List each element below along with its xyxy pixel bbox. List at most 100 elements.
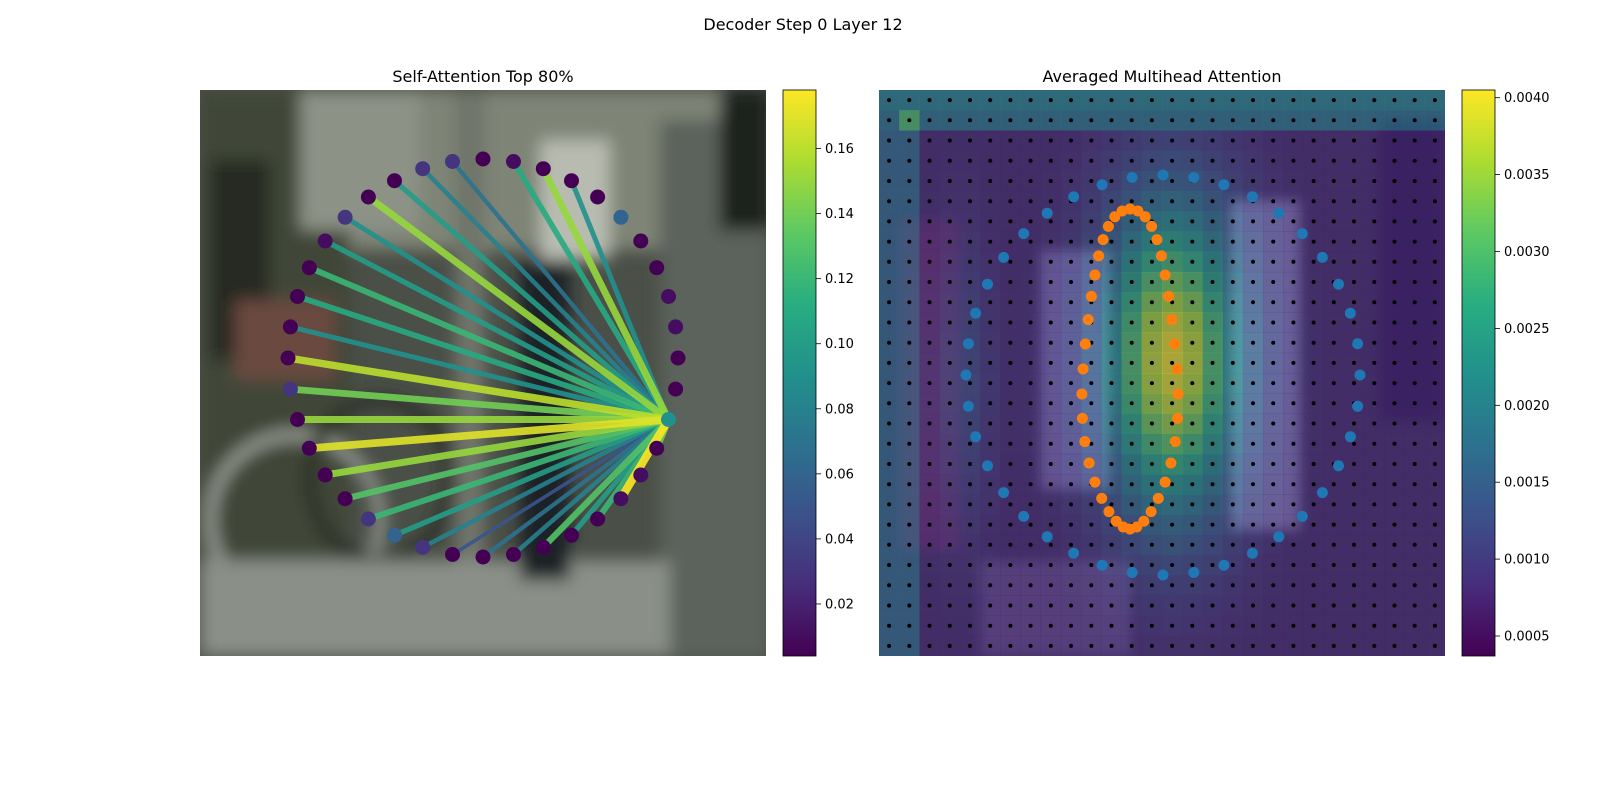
grid-dot <box>1412 300 1417 305</box>
grid-dot <box>1190 563 1195 567</box>
grid-dot <box>1271 340 1276 345</box>
grid-dot <box>1109 259 1114 264</box>
contour-point <box>387 527 402 543</box>
grid-dot <box>1230 401 1235 406</box>
grid-dot <box>1008 401 1013 406</box>
grid-dot <box>1109 623 1114 628</box>
grid-dot <box>988 643 993 648</box>
grid-dot <box>968 138 972 143</box>
grid-dot <box>1412 340 1417 345</box>
grid-dot <box>1129 138 1134 143</box>
grid-dot <box>1048 179 1053 183</box>
inner-point <box>1172 388 1184 400</box>
grid-dot <box>1331 643 1336 648</box>
grid-dot <box>1069 421 1073 426</box>
grid-dot <box>927 522 932 527</box>
grid-dot <box>1352 623 1356 628</box>
grid-dot <box>1210 320 1215 325</box>
grid-dot <box>1392 118 1397 123</box>
grid-dot <box>1028 623 1033 628</box>
grid-dot <box>1028 502 1033 507</box>
grid-dot <box>1291 563 1296 567</box>
grid-dot <box>1392 381 1397 386</box>
grid-dot <box>1028 138 1033 143</box>
contour-point <box>360 511 376 527</box>
grid-dot <box>1412 502 1417 507</box>
outer-point <box>970 307 982 319</box>
grid-dot <box>1432 563 1437 567</box>
grid-dot <box>1251 583 1255 588</box>
grid-dot <box>1271 421 1276 426</box>
grid-dot <box>1210 340 1215 345</box>
grid-dot <box>907 462 912 466</box>
attention-edge <box>342 214 671 422</box>
grid-dot <box>1230 118 1235 123</box>
grid-dot <box>1311 441 1316 446</box>
grid-dot <box>1129 199 1134 204</box>
grid-dot <box>1129 482 1134 487</box>
inner-point <box>1169 338 1181 350</box>
grid-dot <box>1109 583 1114 588</box>
inner-point <box>1165 457 1177 469</box>
grid-dot <box>1230 623 1235 628</box>
grid-dot <box>1412 320 1417 325</box>
grid-dot <box>1048 280 1053 284</box>
grid-dot <box>968 482 972 487</box>
grid-dot <box>947 280 952 284</box>
grid-dot <box>1008 502 1013 507</box>
grid-dot <box>1251 259 1255 264</box>
grid-dot <box>1251 643 1255 648</box>
grid-dot <box>947 441 952 446</box>
grid-dot <box>927 300 932 305</box>
colorbar-tick-label: 0.0005 <box>1504 630 1550 645</box>
grid-dot <box>1170 158 1175 163</box>
grid-dot <box>1412 179 1417 183</box>
grid-dot <box>1149 138 1154 143</box>
grid-dot <box>907 522 912 527</box>
outer-point <box>962 338 974 350</box>
grid-dot <box>1311 482 1316 487</box>
grid-dot <box>1392 280 1397 284</box>
grid-dot <box>1372 482 1377 487</box>
grid-dot <box>1271 239 1276 244</box>
grid-dot <box>968 219 972 224</box>
grid-dot <box>988 340 993 345</box>
grid-dot <box>1251 401 1255 406</box>
grid-dot <box>927 643 932 648</box>
grid-dot <box>1230 300 1235 305</box>
grid-dot <box>1048 603 1053 608</box>
grid-dot <box>1230 179 1235 183</box>
colorbar-tick-label: 0.06 <box>825 467 854 482</box>
grid-dot <box>1089 381 1094 386</box>
grid-dot <box>1069 158 1073 163</box>
grid-dot <box>1271 482 1276 487</box>
grid-dot <box>1412 421 1417 426</box>
grid-dot <box>947 219 952 224</box>
grid-dot <box>1048 462 1053 466</box>
inner-point <box>1089 476 1101 488</box>
grid-dot <box>1372 320 1377 325</box>
grid-dot <box>1129 98 1134 103</box>
grid-dot <box>1028 239 1033 244</box>
grid-dot <box>1331 623 1336 628</box>
grid-dot <box>1028 522 1033 527</box>
grid-dot <box>1210 280 1215 284</box>
grid-dot <box>1331 381 1336 386</box>
grid-dot <box>1048 563 1053 567</box>
grid-dot <box>1271 98 1276 103</box>
grid-dot <box>1210 158 1215 163</box>
grid-dot <box>1170 421 1175 426</box>
grid-dot <box>1069 179 1073 183</box>
grid-dot <box>1170 623 1175 628</box>
grid-dot <box>907 199 912 204</box>
grid-dot <box>887 340 892 345</box>
grid-dot <box>968 583 972 588</box>
grid-dot <box>1271 219 1276 224</box>
grid-dot <box>1210 239 1215 244</box>
grid-dot <box>1412 401 1417 406</box>
grid-dot <box>1432 219 1437 224</box>
grid-dot <box>1311 118 1316 123</box>
grid-dot <box>1412 118 1417 123</box>
grid-dot <box>1331 360 1336 365</box>
grid-dot <box>1251 381 1255 386</box>
